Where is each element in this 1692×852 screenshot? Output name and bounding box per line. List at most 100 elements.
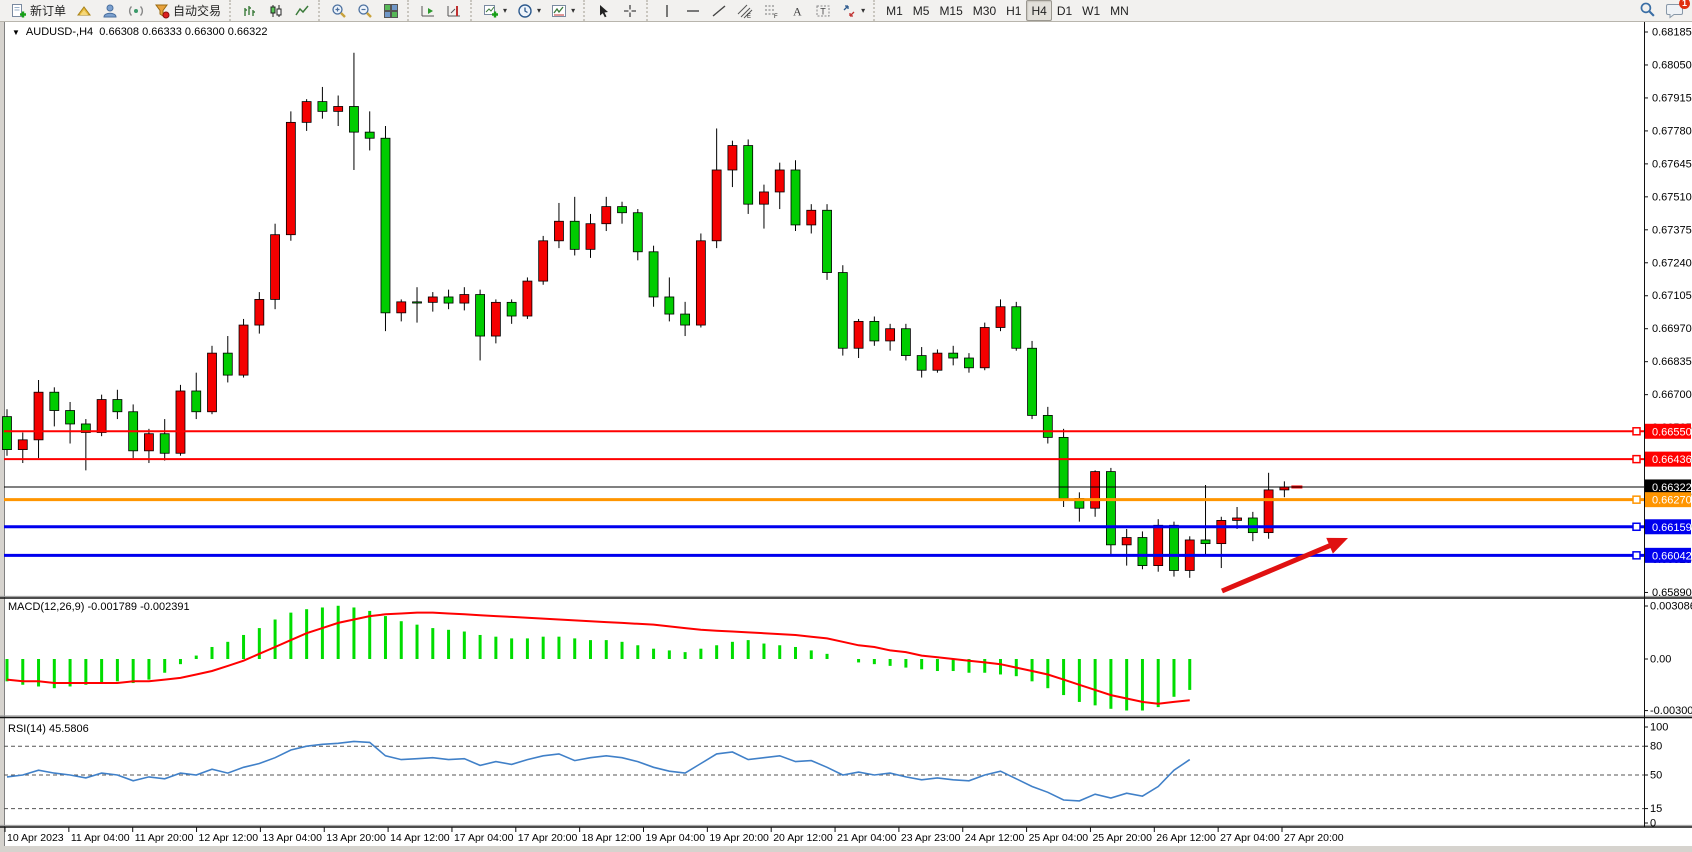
price-badge-bg	[1645, 479, 1691, 495]
new-chart-icon	[483, 3, 499, 19]
symbol-dropdown-icon[interactable]: ▼	[12, 28, 20, 37]
cursor-button[interactable]	[591, 0, 617, 21]
level-line-0.66550[interactable]	[4, 427, 1644, 436]
auto-trading-button-label: 自动交易	[173, 4, 222, 18]
svg-text:E: E	[747, 14, 751, 19]
trend-arrow[interactable]	[1221, 537, 1348, 594]
x-axis-label: 17 Apr 04:00	[454, 832, 514, 844]
trendline-button[interactable]	[706, 0, 732, 21]
x-axis-label: 19 Apr 04:00	[646, 832, 706, 844]
candle-body	[695, 240, 706, 326]
candle-body	[1027, 347, 1037, 416]
zoom-out-button[interactable]	[352, 0, 378, 21]
auto-scroll-button[interactable]	[415, 0, 441, 21]
x-axis-label: 19 Apr 20:00	[709, 832, 769, 844]
level-line-0.66042[interactable]	[4, 551, 1644, 560]
candle-body	[159, 433, 170, 454]
text-label-button[interactable]: T	[810, 0, 836, 21]
price-tick-label: 0.66700	[1652, 389, 1692, 401]
candle-body	[538, 240, 549, 282]
period-button[interactable]: ▾	[512, 0, 546, 21]
candle-body	[490, 301, 501, 337]
rsi-tick-label: 80	[1650, 741, 1662, 753]
chevron-down-icon[interactable]: ▾	[503, 6, 508, 15]
candle-body	[427, 296, 438, 303]
bar-chart-button[interactable]	[237, 0, 263, 21]
timeframe-m30-button[interactable]: M30	[972, 3, 997, 18]
level-line-0.66436[interactable]	[4, 454, 1644, 464]
zoom-in-icon	[331, 3, 347, 19]
market-watch-button[interactable]	[97, 0, 123, 21]
chart-shift-button[interactable]	[441, 0, 467, 21]
template-button[interactable]: ▾	[546, 0, 580, 21]
crosshair-button[interactable]	[617, 0, 643, 21]
candle-body	[270, 234, 280, 300]
candle-body	[885, 328, 896, 342]
notifications-button[interactable]: 1	[1666, 0, 1690, 19]
timeframe-h4-button[interactable]: H4	[1026, 0, 1052, 21]
toolbar-group-timeframes: M1 M5 M15 M30 H1 H4 D1 W1 MN	[873, 0, 1137, 21]
timeframe-m1-button[interactable]: M1	[886, 3, 903, 18]
level-line-handle[interactable]	[1632, 551, 1641, 560]
price-tick-label: 0.66835	[1652, 356, 1692, 368]
candle-body	[380, 137, 391, 314]
equidistant-channel-button[interactable]: E	[732, 0, 758, 21]
candle-body	[175, 390, 186, 454]
toolbar-group-draw-objects: E F A T ▾	[646, 0, 873, 21]
candle-body	[932, 352, 943, 371]
timeframe-w1-button[interactable]: W1	[1082, 3, 1101, 18]
clock-icon	[517, 3, 533, 19]
new-order-button[interactable]: 新订单	[6, 0, 71, 21]
tile-windows-button[interactable]	[378, 0, 404, 21]
timeframe-m5-button[interactable]: M5	[912, 3, 930, 18]
signals-button[interactable]	[123, 0, 149, 21]
rsi-pane	[4, 740, 1644, 810]
x-axis-label: 18 Apr 12:00	[582, 832, 642, 844]
fibonacci-button[interactable]: F	[758, 0, 784, 21]
price-badge-label: 0.66436	[1652, 454, 1692, 466]
vertical-line-button[interactable]	[654, 0, 680, 21]
level-line-0.66270[interactable]	[4, 495, 1644, 504]
chevron-down-icon[interactable]: ▾	[537, 6, 542, 15]
chevron-down-icon[interactable]: ▾	[861, 6, 866, 15]
cursor-icon	[596, 3, 612, 19]
level-line-handle[interactable]	[1632, 454, 1641, 464]
level-line-handle[interactable]	[1632, 427, 1641, 436]
zoom-in-button[interactable]	[326, 0, 352, 21]
level-line-0.66159[interactable]	[4, 522, 1644, 532]
chevron-down-icon[interactable]: ▾	[571, 6, 576, 15]
horizontal-line-button[interactable]	[680, 0, 706, 21]
auto-trading-button[interactable]: 自动交易	[149, 0, 226, 21]
candle-body	[317, 101, 328, 112]
price-badge-0.66159: 0.66159	[1645, 519, 1692, 535]
candle-body	[112, 399, 123, 413]
arrows-icon	[841, 3, 857, 19]
open-positions-button[interactable]	[71, 0, 97, 21]
text-button[interactable]: A	[784, 0, 810, 21]
candle-body	[1106, 471, 1116, 546]
arrows-button[interactable]: ▾	[836, 0, 870, 21]
line-chart-button[interactable]	[289, 0, 315, 21]
template-icon	[551, 3, 567, 19]
timeframe-h1-button[interactable]: H1	[1006, 3, 1022, 18]
price-tick-label: 0.66970	[1652, 323, 1692, 335]
x-axis-label: 13 Apr 20:00	[326, 832, 386, 844]
timeframe-mn-button[interactable]: MN	[1110, 3, 1129, 18]
timeframe-d1-button[interactable]: D1	[1056, 3, 1073, 18]
x-axis-label: 11 Apr 04:00	[71, 832, 130, 844]
level-line-handle[interactable]	[1632, 522, 1641, 532]
candle-body	[1200, 539, 1211, 545]
profile-icon	[102, 3, 118, 19]
text-icon: A	[789, 3, 805, 19]
macd-tick-label: -0.003003	[1650, 705, 1692, 717]
timeframe-m15-button[interactable]: M15	[939, 3, 963, 18]
candlestick-chart-button[interactable]	[263, 0, 289, 21]
x-axis-label: 23 Apr 23:00	[901, 832, 961, 844]
new-chart-button[interactable]: ▾	[478, 0, 512, 21]
level-line-handle[interactable]	[1632, 495, 1641, 504]
candle-body	[1137, 537, 1148, 566]
search-icon[interactable]	[1639, 1, 1656, 21]
zoom-out-icon	[357, 3, 373, 19]
tile-icon	[383, 3, 399, 19]
